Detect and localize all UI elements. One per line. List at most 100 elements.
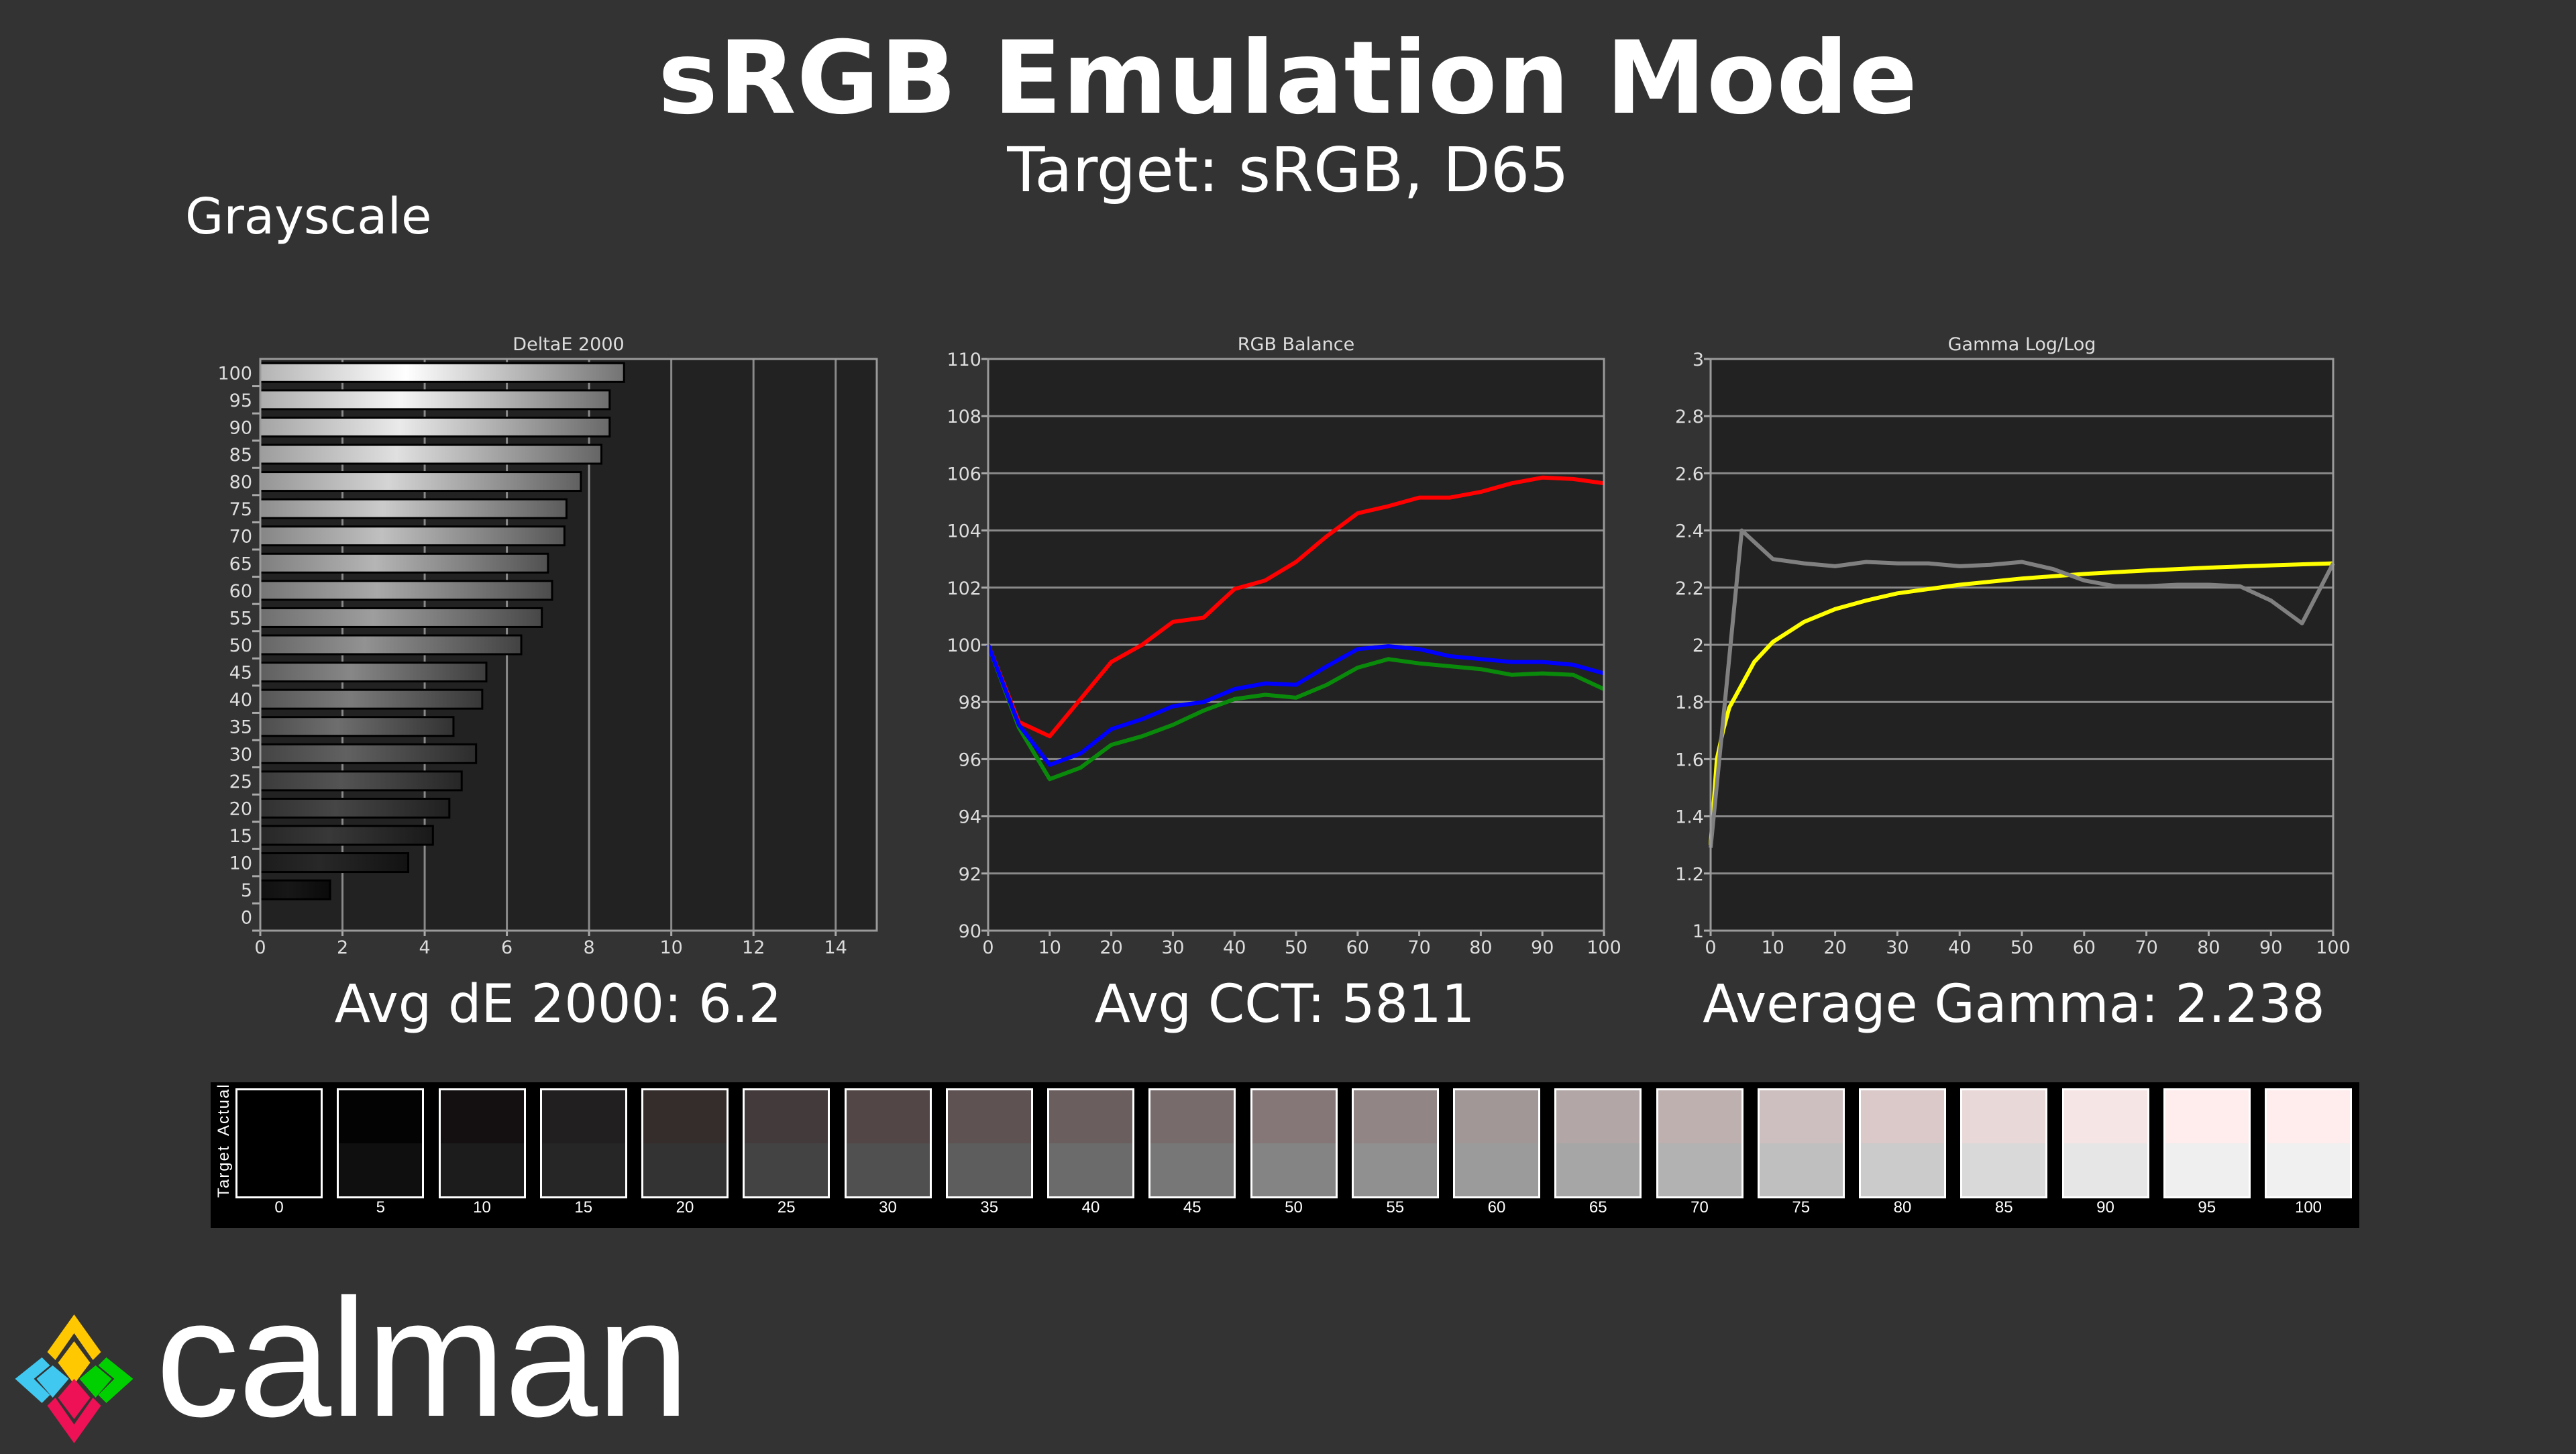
bar-40 bbox=[259, 688, 484, 710]
x-tick-label: 0 bbox=[254, 937, 266, 958]
swatch-actual bbox=[1861, 1090, 1944, 1143]
swatch-label: 30 bbox=[879, 1198, 897, 1216]
x-tick-label: 20 bbox=[1823, 937, 1846, 958]
bar-30 bbox=[259, 743, 478, 764]
swatch-label: 85 bbox=[1994, 1198, 2013, 1216]
swatch-50 bbox=[1250, 1088, 1338, 1198]
y-tick-label: 2.2 bbox=[1675, 578, 1704, 599]
swatch-label: 55 bbox=[1386, 1198, 1405, 1216]
logo-shape-1 bbox=[58, 1341, 91, 1384]
y-tick-label: 40 bbox=[229, 690, 252, 711]
swatch-label: 95 bbox=[2198, 1198, 2216, 1216]
swatch-100 bbox=[2265, 1088, 2352, 1198]
swatch-actual bbox=[237, 1090, 321, 1143]
swatch-target bbox=[745, 1143, 828, 1196]
swatch-target bbox=[2165, 1143, 2249, 1196]
y-tick-label: 1.2 bbox=[1675, 864, 1704, 885]
y-tick-label: 0 bbox=[241, 908, 252, 929]
swatch-actual bbox=[440, 1090, 524, 1143]
bar-90 bbox=[259, 416, 611, 437]
swatch-70 bbox=[1656, 1088, 1743, 1198]
chart-title: DeltaE 2000 bbox=[513, 334, 624, 355]
swatch-target bbox=[947, 1143, 1031, 1196]
swatch-60 bbox=[1453, 1088, 1540, 1198]
swatch-actual bbox=[1455, 1090, 1538, 1143]
swatch-label: 100 bbox=[2294, 1198, 2322, 1216]
x-tick-label: 20 bbox=[1099, 937, 1122, 958]
swatch-actual bbox=[1049, 1090, 1132, 1143]
swatch-actual bbox=[1150, 1090, 1234, 1143]
swatch-label: 40 bbox=[1081, 1198, 1100, 1216]
series-line-0 bbox=[986, 475, 1605, 739]
swatch-label: 60 bbox=[1487, 1198, 1506, 1216]
x-tick-label: 0 bbox=[982, 937, 994, 958]
swatch-75 bbox=[1757, 1088, 1845, 1198]
swatch-target bbox=[1455, 1143, 1538, 1196]
x-tick-label: 4 bbox=[419, 937, 430, 958]
deltae-chart: DeltaE 2000 0 2 4 6 8 10 12 14 0 5 10 15 20 25 30 35 40 45… bbox=[217, 334, 878, 958]
swatch-65 bbox=[1554, 1088, 1642, 1198]
y-tick-label: 65 bbox=[229, 554, 252, 574]
y-tick-label: 70 bbox=[229, 527, 252, 548]
y-tick-label: 108 bbox=[947, 407, 981, 427]
y-tick-label: 100 bbox=[947, 635, 981, 656]
y-tick-label: 95 bbox=[229, 391, 252, 411]
swatch-label: 10 bbox=[473, 1198, 491, 1216]
swatch-target bbox=[1759, 1143, 1843, 1196]
x-tick-label: 10 bbox=[659, 937, 682, 958]
swatch-25 bbox=[743, 1088, 830, 1198]
plot-border bbox=[987, 358, 1605, 932]
x-tick-label: 70 bbox=[2135, 937, 2157, 958]
swatch-actual bbox=[745, 1090, 828, 1143]
logo-shape-2 bbox=[15, 1357, 50, 1403]
bar-75 bbox=[259, 498, 568, 519]
series-line-0 bbox=[1709, 561, 2334, 845]
swatch-label: 0 bbox=[274, 1198, 284, 1216]
y-tick-label: 15 bbox=[229, 826, 252, 847]
swatch-actual bbox=[1252, 1090, 1336, 1143]
y-tick-label: 10 bbox=[229, 853, 252, 874]
x-tick-label: 50 bbox=[1285, 937, 1307, 958]
calman-logo-icon bbox=[15, 1314, 133, 1443]
y-tick-label: 20 bbox=[229, 798, 252, 819]
swatch-target bbox=[846, 1143, 930, 1196]
x-tick-label: 80 bbox=[1469, 937, 1492, 958]
y-tick-label: 45 bbox=[229, 663, 252, 684]
x-tick-label: 80 bbox=[2197, 937, 2220, 958]
swatch-label: 15 bbox=[574, 1198, 593, 1216]
y-tick-label: 100 bbox=[217, 363, 252, 384]
bar-10 bbox=[259, 852, 410, 874]
logo-shape-3 bbox=[36, 1365, 69, 1398]
x-tick-label: 60 bbox=[1346, 937, 1369, 958]
y-tick-label: 104 bbox=[947, 521, 981, 542]
page-subtitle: Target: sRGB, D65 bbox=[1007, 134, 1569, 206]
x-tick-label: 2 bbox=[337, 937, 348, 958]
chart-title: Gamma Log/Log bbox=[1948, 334, 2096, 355]
calman-logo-text: calman bbox=[156, 1264, 690, 1451]
swatch-5 bbox=[337, 1088, 425, 1198]
page-title: sRGB Emulation Mode bbox=[657, 20, 1919, 137]
y-tick-label: 2.4 bbox=[1675, 521, 1704, 542]
swatch-30 bbox=[844, 1088, 932, 1198]
y-tick-label: 1.6 bbox=[1675, 749, 1704, 770]
logo-shape-4 bbox=[98, 1357, 133, 1403]
series-line-1 bbox=[1709, 528, 2335, 848]
swatch-label: 70 bbox=[1690, 1198, 1709, 1216]
x-tick-label: 100 bbox=[1587, 937, 1621, 958]
x-tick-label: 30 bbox=[1161, 937, 1184, 958]
x-tick-label: 40 bbox=[1948, 937, 1971, 958]
y-tick-label: 55 bbox=[229, 608, 252, 629]
swatch-label: 5 bbox=[376, 1198, 385, 1216]
bar-85 bbox=[259, 444, 603, 465]
x-tick-label: 14 bbox=[824, 937, 847, 958]
swatch-actual bbox=[1353, 1090, 1437, 1143]
swatch-label: 50 bbox=[1285, 1198, 1303, 1216]
section-title: Grayscale bbox=[185, 188, 432, 246]
y-tick-label: 110 bbox=[947, 350, 981, 370]
y-tick-label: 35 bbox=[229, 717, 252, 738]
swatch-10 bbox=[438, 1088, 526, 1198]
x-tick-label: 10 bbox=[1038, 937, 1061, 958]
swatch-target bbox=[1556, 1143, 1640, 1196]
avg-cct-summary: Avg CCT: 5811 bbox=[1094, 974, 1475, 1035]
